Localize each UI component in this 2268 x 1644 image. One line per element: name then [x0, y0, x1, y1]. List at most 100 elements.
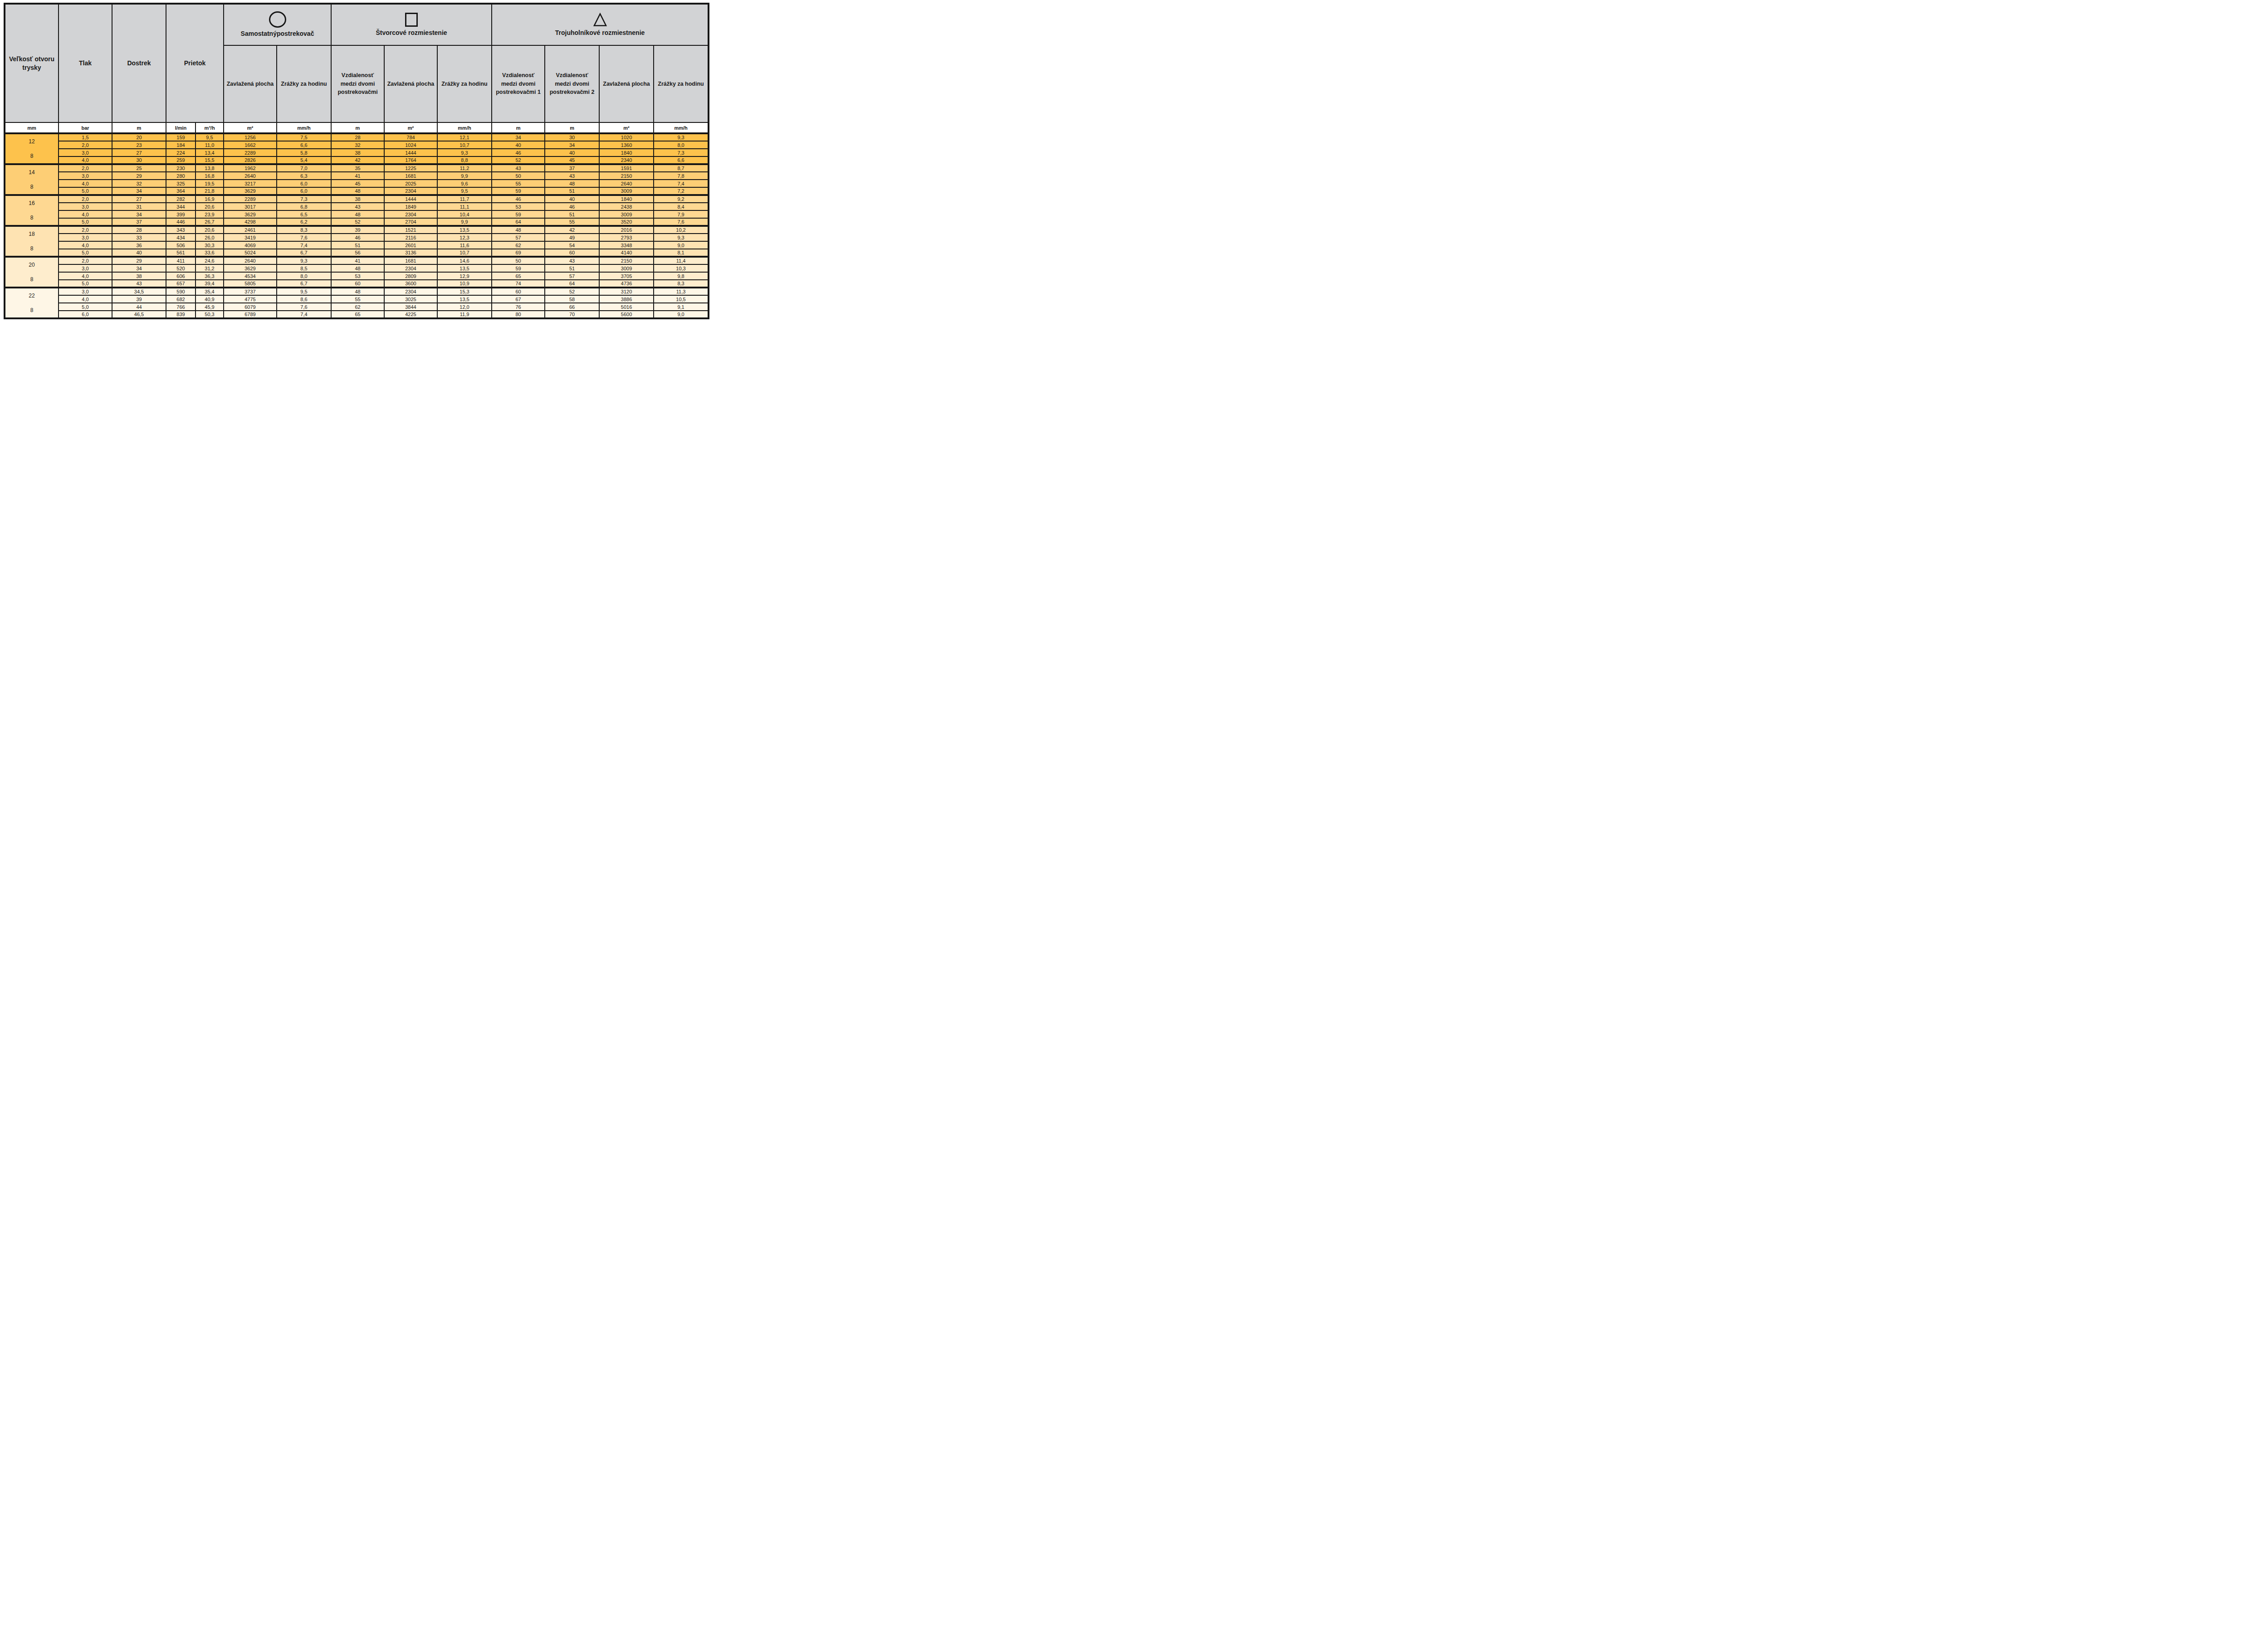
- table-cell: 30: [112, 156, 166, 164]
- table-cell: 43: [545, 257, 599, 264]
- table-cell: 19,5: [196, 180, 224, 187]
- table-cell: 7,2: [654, 187, 709, 195]
- table-cell: 67: [492, 295, 545, 303]
- table-cell: 8,0: [654, 141, 709, 149]
- table-row: 5,03744626,742986,25227049,9645535207,6: [5, 218, 709, 226]
- table-cell: 7,4: [277, 311, 331, 318]
- table-cell: 12,3: [437, 234, 492, 241]
- unit-cell: m: [112, 122, 166, 133]
- table-cell: 28: [331, 133, 384, 141]
- table-cell: 3419: [224, 234, 277, 241]
- table-cell: 3,0: [59, 203, 112, 210]
- table-cell: 10,5: [654, 295, 709, 303]
- table-cell: 2,0: [59, 257, 112, 264]
- table-cell: 8,1: [654, 249, 709, 257]
- table-cell: 7,8: [654, 172, 709, 180]
- table-cell: 2150: [599, 257, 654, 264]
- table-cell: 1024: [384, 141, 437, 149]
- table-cell: 2826: [224, 156, 277, 164]
- table-cell: 37: [112, 218, 166, 226]
- table-cell: 27: [112, 149, 166, 156]
- table-cell: 2461: [224, 226, 277, 234]
- table-cell: 9,3: [437, 149, 492, 156]
- table-row: 6,046,583950,367897,465422511,9807056009…: [5, 311, 709, 318]
- table-cell: 1521: [384, 226, 437, 234]
- table-cell: 520: [166, 264, 196, 272]
- unit-cell: mm/h: [437, 122, 492, 133]
- table-cell: 5600: [599, 311, 654, 318]
- table-cell: 39,4: [196, 280, 224, 288]
- table-cell: 2304: [384, 210, 437, 218]
- header-flow: Prietok: [166, 4, 224, 122]
- nozzle-size-main: 22: [5, 288, 58, 303]
- header-nozzle-size: Veľkosť otvoru trysky: [5, 4, 59, 122]
- table-cell: 280: [166, 172, 196, 180]
- header-radius: Dostrek: [112, 4, 166, 122]
- table-cell: 1840: [599, 149, 654, 156]
- table-cell: 7,3: [277, 195, 331, 203]
- table-cell: 55: [545, 218, 599, 226]
- nozzle-size-cell: 208: [5, 257, 59, 288]
- table-cell: 57: [492, 234, 545, 241]
- table-cell: 2,0: [59, 141, 112, 149]
- table-cell: 44: [112, 303, 166, 311]
- nozzle-size-secondary: 8: [5, 241, 58, 256]
- table-cell: 2025: [384, 180, 437, 187]
- table-cell: 52: [545, 288, 599, 295]
- table-cell: 13,8: [196, 164, 224, 172]
- table-cell: 399: [166, 210, 196, 218]
- unit-cell: bar: [59, 122, 112, 133]
- table-cell: 10,9: [437, 280, 492, 288]
- table-cell: 69: [492, 249, 545, 257]
- table-cell: 41: [331, 172, 384, 180]
- table-cell: 30: [545, 133, 599, 141]
- table-cell: 6789: [224, 311, 277, 318]
- table-cell: 343: [166, 226, 196, 234]
- table-cell: 6079: [224, 303, 277, 311]
- table-cell: 364: [166, 187, 196, 195]
- table-cell: 9,0: [654, 311, 709, 318]
- table-cell: 39: [331, 226, 384, 234]
- table-cell: 51: [331, 241, 384, 249]
- table-cell: 40,9: [196, 295, 224, 303]
- table-cell: 49: [545, 234, 599, 241]
- table-cell: 34: [112, 264, 166, 272]
- table-cell: 6,3: [277, 172, 331, 180]
- table-cell: 46: [545, 203, 599, 210]
- table-cell: 8,4: [654, 203, 709, 210]
- table-cell: 45: [545, 156, 599, 164]
- table-row: 1482,02523013,819627,035122511,243371591…: [5, 164, 709, 172]
- nozzle-size-secondary: 8: [5, 303, 58, 317]
- table-cell: 325: [166, 180, 196, 187]
- table-cell: 65: [492, 272, 545, 280]
- group-title: Samostatnýpostrekovač: [224, 29, 331, 38]
- nozzle-size-secondary: 8: [5, 149, 58, 163]
- nozzle-size-cell: 168: [5, 195, 59, 226]
- table-row: 5,04365739,458056,760360010,9746447368,3: [5, 280, 709, 288]
- table-cell: 1764: [384, 156, 437, 164]
- table-cell: 34: [492, 133, 545, 141]
- table-cell: 33,6: [196, 249, 224, 257]
- table-cell: 74: [492, 280, 545, 288]
- table-cell: 7,6: [277, 234, 331, 241]
- table-cell: 9,5: [437, 187, 492, 195]
- table-cell: 5016: [599, 303, 654, 311]
- table-cell: 40: [112, 249, 166, 257]
- table-cell: 282: [166, 195, 196, 203]
- table-body: 1281,5201599,512567,52878412,1343010209,…: [5, 133, 709, 318]
- table-cell: 766: [166, 303, 196, 311]
- nozzle-size-wrap: 168: [5, 196, 58, 225]
- table-cell: 39: [112, 295, 166, 303]
- page: Veľkosť otvoru trysky Tlak Dostrek Priet…: [0, 0, 711, 322]
- table-cell: 1681: [384, 172, 437, 180]
- table-cell: 6,5: [277, 210, 331, 218]
- table-cell: 11,0: [196, 141, 224, 149]
- table-cell: 1,5: [59, 133, 112, 141]
- table-cell: 1840: [599, 195, 654, 203]
- table-cell: 45,9: [196, 303, 224, 311]
- table-cell: 2640: [224, 172, 277, 180]
- table-cell: 3629: [224, 264, 277, 272]
- table-cell: 682: [166, 295, 196, 303]
- table-cell: 3,0: [59, 288, 112, 295]
- table-cell: 9,9: [437, 172, 492, 180]
